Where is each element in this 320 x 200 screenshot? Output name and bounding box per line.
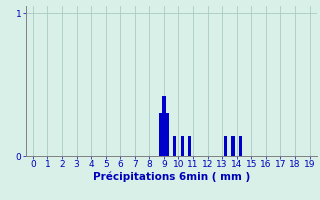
Bar <box>239 136 242 156</box>
X-axis label: Précipitations 6min ( mm ): Précipitations 6min ( mm ) <box>92 172 250 182</box>
Bar <box>231 136 235 156</box>
Bar <box>159 113 162 156</box>
Bar <box>166 113 169 156</box>
Bar <box>173 136 176 156</box>
Bar <box>162 96 165 156</box>
Bar <box>180 136 184 156</box>
Bar <box>188 136 191 156</box>
Bar <box>224 136 228 156</box>
